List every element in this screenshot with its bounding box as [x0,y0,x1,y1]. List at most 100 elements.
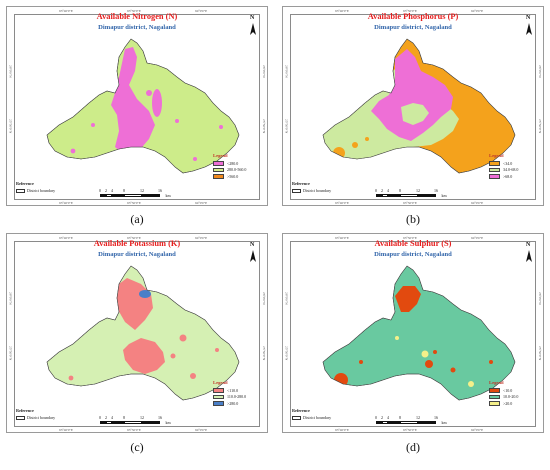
scale-tick-label: 12 [140,188,144,193]
legend-swatch [213,401,224,406]
map-subtitle: Dimapur district, Nagaland [374,24,452,31]
north-arrow-icon: N [248,242,258,264]
district-boundary-icon [16,188,25,193]
nutrient-zone [359,360,363,364]
coordinate-tick-label: 93°40'0"E [59,201,73,205]
coordinate-tick-label: 93°50'0"E [127,428,141,432]
coordinate-tick-label: 94°0'0"E [195,428,208,432]
map-panel-sulphur: Available Sulphur (S) Dimapur district, … [282,233,544,433]
legend: Legend <10.0 10.0-20.0 >20.0 [489,380,518,407]
legend-item: >560.0 [213,173,246,180]
legend-swatch [489,401,500,406]
scale-tick-label: 0 [375,188,377,193]
district-boundary [322,265,516,401]
scale-segment [100,194,106,197]
map-frame [290,14,536,200]
nutrient-zone [193,157,197,161]
scale-segment [400,194,418,197]
scale-tick-label: 2 [381,188,383,193]
scale-bar: 0 2 4 8 12 16 km [375,415,456,427]
legend-label: 34.0-68.0 [503,167,519,173]
scale-tick-label: 2 [105,415,107,420]
coordinate-tick-label: 93°50'0"E [403,9,417,13]
legend-swatch [489,167,500,172]
legend-title: Legend [489,380,504,385]
scale-tick-label: 2 [381,415,383,420]
scale-tick-label: 4 [387,415,389,420]
map-frame [290,241,536,427]
coordinate-tick-label: 25°50'0"N [284,346,289,361]
coordinate-tick-label: 26°0'0"N [538,292,542,305]
legend-label: <110.0 [227,387,239,393]
coordinate-tick-label: 94°0'0"E [471,201,484,205]
legend-title: Legend [489,153,504,158]
coordinate-tick-label: 26°0'0"N [262,292,266,305]
reference: Reference District boundary [292,408,332,420]
legend-swatch [213,388,224,393]
scale-segment [388,421,400,424]
scale-tick-label: 16 [158,415,162,420]
district-boundary-icon [16,415,25,420]
coordinate-tick-label: 93°50'0"E [127,236,141,240]
legend-item: >20.0 [489,400,518,407]
district-map [322,265,516,401]
map-title: Available Nitrogen (N) [96,12,178,21]
legend-title: Legend [213,153,228,158]
scale-segment [418,194,436,197]
nutrient-zone [215,348,219,352]
scale-unit: km [165,420,171,425]
nutrient-zone [384,295,390,301]
legend-item: <10.0 [489,387,518,394]
map-subtitle: Dimapur district, Nagaland [374,251,452,258]
legend-swatch [489,174,500,179]
district-map [46,265,240,401]
map-panel-phosphorus: Available Phosphorus (P) Dimapur distric… [282,6,544,206]
scale-tick-label: 8 [123,415,125,420]
legend-swatch [213,167,224,172]
coordinate-tick-label: 25°50'0"N [262,346,266,361]
nutrient-zone [395,336,399,340]
coordinate-tick-label: 93°40'0"E [335,236,349,240]
nutrient-zone [371,49,453,141]
scale-tick-label: 4 [111,188,113,193]
district-boundary [46,38,240,174]
legend: Legend <280.0 280.0-560.0 >560.0 [213,153,246,180]
scale-tick-label: 8 [399,188,401,193]
nutrient-zone [105,155,109,159]
scale-tick-label: 8 [123,188,125,193]
north-arrow-icon: N [248,15,258,37]
caption-d: (d) [406,440,420,454]
scale-segment [400,421,418,424]
north-arrow-icon: N [524,242,534,264]
nutrient-zone [219,125,223,129]
coordinate-tick-label: 25°50'0"N [8,346,13,361]
legend-item: 34.0-68.0 [489,167,518,174]
district-map [46,38,240,174]
legend-swatch [213,394,224,399]
scale-segment [376,194,382,197]
district-map [322,38,516,174]
scale-tick-label: 0 [375,415,377,420]
legend-title: Legend [213,380,228,385]
nutrient-zone [146,90,152,96]
legend-item: <110.0 [213,387,246,394]
scale-tick-label: 0 [99,188,101,193]
map-title: Available Potassium (K) [93,239,181,248]
coordinate-tick-label: 26°0'0"N [8,292,13,305]
district-boundary [322,38,516,174]
coordinate-tick-label: 93°50'0"E [403,236,417,240]
map-title: Available Sulphur (S) [374,239,452,248]
scale-segment [382,194,388,197]
reference: Reference District boundary [16,408,56,420]
coordinate-tick-label: 93°40'0"E [59,9,73,13]
nutrient-zone [365,137,369,141]
coordinate-tick-label: 26°0'0"N [538,65,542,78]
nutrient-zone [468,381,474,387]
legend-swatch [213,161,224,166]
nutrient-zone [123,338,165,374]
coordinate-tick-label: 94°0'0"E [195,201,208,205]
legend-label: 110.0-280.0 [227,394,247,400]
map-frame [14,14,260,200]
coordinate-tick-label: 94°0'0"E [195,9,208,13]
nutrient-zone [450,367,456,373]
